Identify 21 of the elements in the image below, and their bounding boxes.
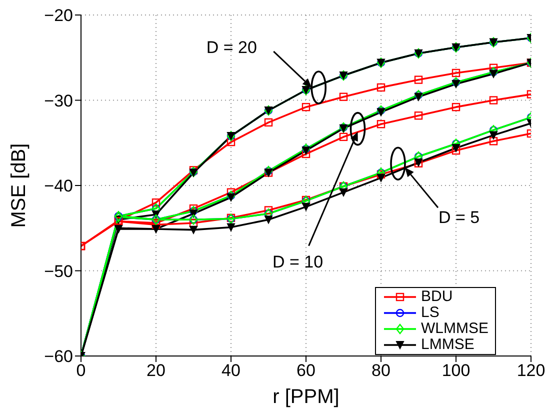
y-axis-title: MSE [dB] [8,143,30,228]
x-tick-label: 80 [372,361,390,380]
x-tick-label: 20 [146,361,166,380]
legend-label: LS [421,304,440,321]
annotation: D = 10 [272,252,324,272]
legend-label: LMMSE [421,336,474,353]
x-axis-title: r [PPM] [272,386,340,408]
y-tick-label: −60 [44,347,73,366]
legend-label: BDU [421,288,453,305]
annotation: D = 20 [206,38,257,57]
x-tick-label: 60 [296,361,316,380]
x-tick-label: 40 [222,361,240,380]
y-tick-label: −40 [44,176,73,196]
x-tick-label: 0 [76,361,86,380]
annotation: D = 5 [438,208,480,228]
x-tick-label: 100 [442,361,470,380]
y-tick-label: −30 [44,91,73,110]
x-tick-label: 120 [516,361,546,380]
y-tick-label: −50 [44,262,73,281]
y-tick-label: −20 [44,6,73,26]
legend-label: WLMMSE [421,320,488,337]
